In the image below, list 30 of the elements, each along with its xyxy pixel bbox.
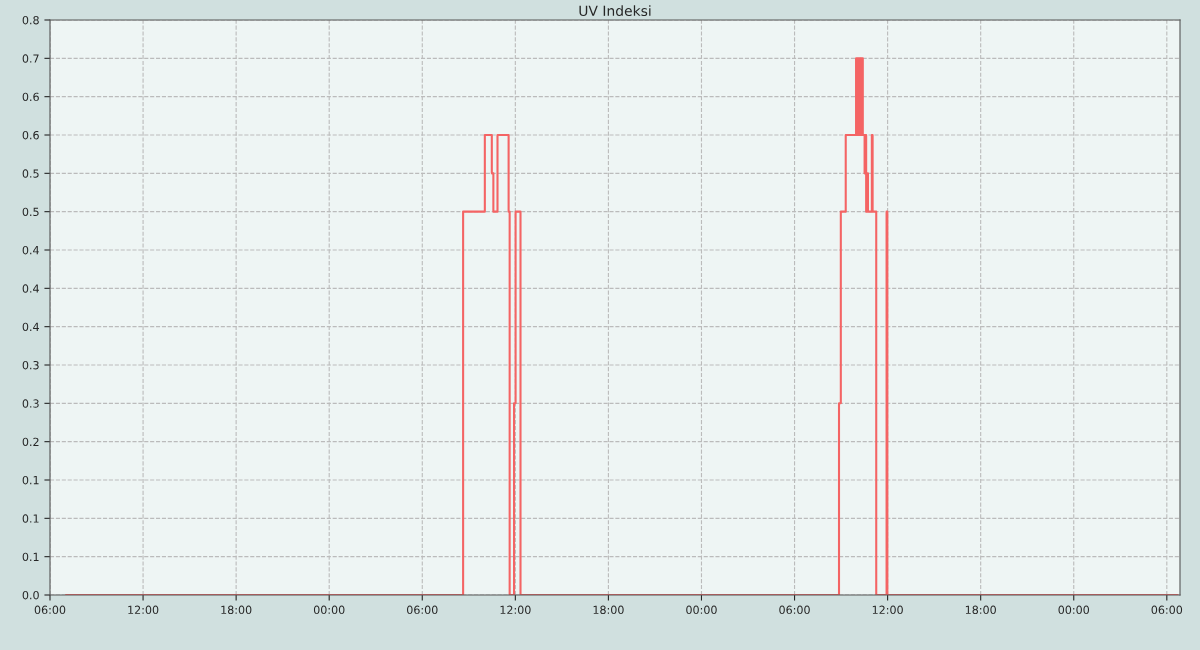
x-tick-label: 12:00 bbox=[500, 605, 531, 615]
y-tick-label: 0.0 bbox=[22, 590, 39, 600]
x-tick-label: 12:00 bbox=[128, 605, 159, 615]
x-tick-label: 06:00 bbox=[1151, 605, 1183, 615]
y-tick-label: 0.4 bbox=[22, 322, 39, 332]
y-tick-label: 0.6 bbox=[22, 130, 39, 140]
x-tick-label: 18:00 bbox=[593, 605, 624, 615]
x-tick-label: 00:00 bbox=[686, 605, 717, 615]
x-tick-label: 06:00 bbox=[779, 605, 810, 615]
y-tick-label: 0.7 bbox=[22, 54, 39, 63]
y-tick-label: 0.1 bbox=[22, 514, 39, 523]
y-tick-label: 0.5 bbox=[22, 169, 39, 178]
y-tick-label: 0.5 bbox=[22, 207, 39, 217]
x-tick-label: 06:00 bbox=[406, 605, 438, 615]
x-tick-label: 18:00 bbox=[221, 605, 252, 615]
y-tick-label: 0.8 bbox=[22, 15, 39, 25]
y-tick-label: 0.1 bbox=[22, 552, 39, 562]
x-tick-label: 12:00 bbox=[872, 605, 903, 615]
x-tick-label: 00:00 bbox=[1058, 605, 1090, 615]
y-tick-label: 0.4 bbox=[22, 284, 39, 293]
y-tick-label: 0.6 bbox=[22, 92, 39, 102]
x-tick-label: 06:00 bbox=[34, 605, 66, 615]
y-tick-label: 0.4 bbox=[22, 245, 39, 255]
x-tick-label: 18:00 bbox=[965, 605, 996, 615]
y-tick-label: 0.3 bbox=[22, 360, 39, 370]
y-tick-label: 0.2 bbox=[22, 437, 39, 447]
y-tick-label: 0.3 bbox=[22, 399, 39, 408]
y-tick-label: 0.1 bbox=[22, 475, 39, 485]
chart-title: UV Indeksi bbox=[579, 5, 651, 17]
x-tick-label: 00:00 bbox=[313, 605, 345, 615]
